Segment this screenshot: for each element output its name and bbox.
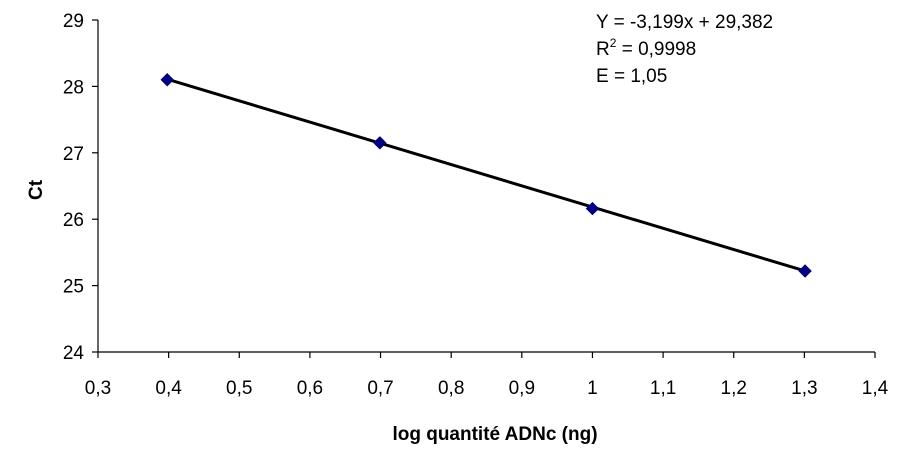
x-tick-label: 0,7 (367, 378, 393, 399)
x-tick-label: 0,6 (297, 378, 323, 399)
r-squared-prefix: R (596, 39, 610, 60)
x-tick-label: 0,8 (438, 378, 464, 399)
data-point (585, 201, 600, 216)
y-axis-title: Ct (26, 179, 47, 200)
trendline-group (166, 77, 806, 273)
data-point (798, 264, 812, 278)
x-tick-label: 1 (587, 378, 598, 399)
y-tick-label: 27 (63, 144, 84, 165)
x-tick-label: 0,3 (85, 378, 111, 399)
y-tick-label: 24 (63, 343, 85, 364)
trendline-annotation: Y = -3,199x + 29,382 R2 = 0,9998 E = 1,0… (596, 12, 773, 87)
y-tick-label: 28 (63, 77, 84, 98)
x-tick-labels: 0,3 0,4 0,5 0,6 0,7 0,8 0,9 1 1,1 1,2 1,3 1,4 (85, 378, 889, 399)
x-tick-label: 1,1 (650, 378, 676, 399)
x-tick-label: 1,2 (721, 378, 747, 399)
efficiency-label: E = 1,05 (596, 66, 667, 87)
x-tick-label: 1,4 (862, 378, 889, 399)
data-point (373, 136, 387, 150)
y-tick-label: 25 (63, 277, 84, 298)
r-squared-superscript: 2 (610, 36, 617, 50)
x-tick-label: 0,4 (155, 378, 182, 399)
y-tick-label: 29 (63, 11, 84, 32)
x-tick-label: 0,5 (226, 378, 252, 399)
x-tick-label: 1,3 (791, 378, 817, 399)
x-tick-label: 0,9 (509, 378, 535, 399)
data-point (160, 73, 174, 87)
equation-label: Y = -3,199x + 29,382 (596, 12, 773, 33)
r-squared-value: = 0,9998 (616, 39, 696, 60)
axes (92, 19, 876, 358)
y-tick-label: 26 (63, 210, 84, 231)
trendline (166, 77, 806, 273)
data-points (160, 73, 812, 278)
y-tick-labels: 24 25 26 27 28 29 (63, 11, 85, 364)
r-squared-label: R2 = 0,9998 (596, 36, 696, 60)
x-axis-title: log quantité ADNc (ng) (392, 424, 597, 445)
